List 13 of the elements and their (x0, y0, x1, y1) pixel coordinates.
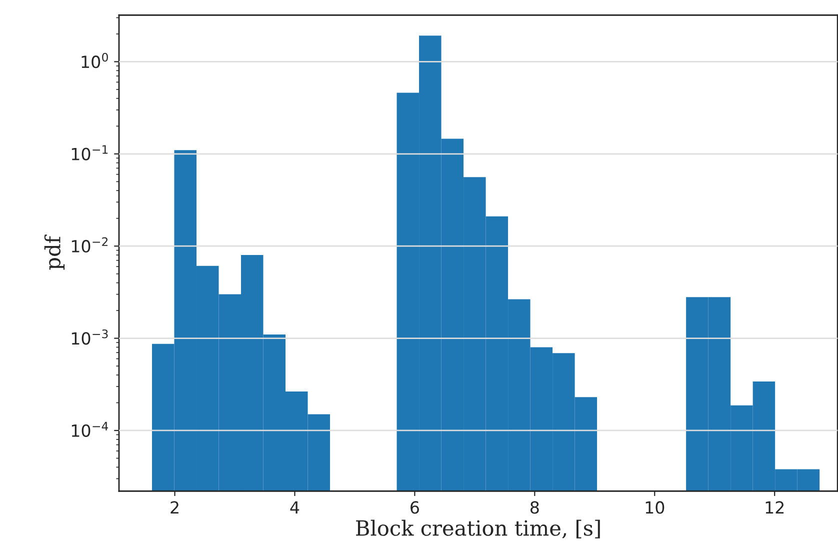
x-tick-label: 4 (290, 501, 300, 514)
x-tick-label: 2 (170, 501, 178, 514)
x-tick-label: 8 (530, 501, 539, 514)
x-tick-label: 6 (410, 501, 419, 514)
y-tick-label: 10$^{−3}$ (72, 329, 108, 345)
x-axis-title: Block creation time, [s] (356, 520, 600, 538)
y-tick-label: 10$^{−1}$ (72, 145, 108, 160)
y-tick-label: 10$^{−4}$ (72, 422, 108, 437)
x-tick-label: 12 (766, 501, 784, 514)
y-tick-label: 10$^{0}$ (82, 52, 108, 68)
y-axis-title: pdf (44, 234, 65, 270)
x-tick-label: 10 (646, 501, 664, 514)
y-tick-label: 10$^{−2}$ (72, 237, 108, 253)
